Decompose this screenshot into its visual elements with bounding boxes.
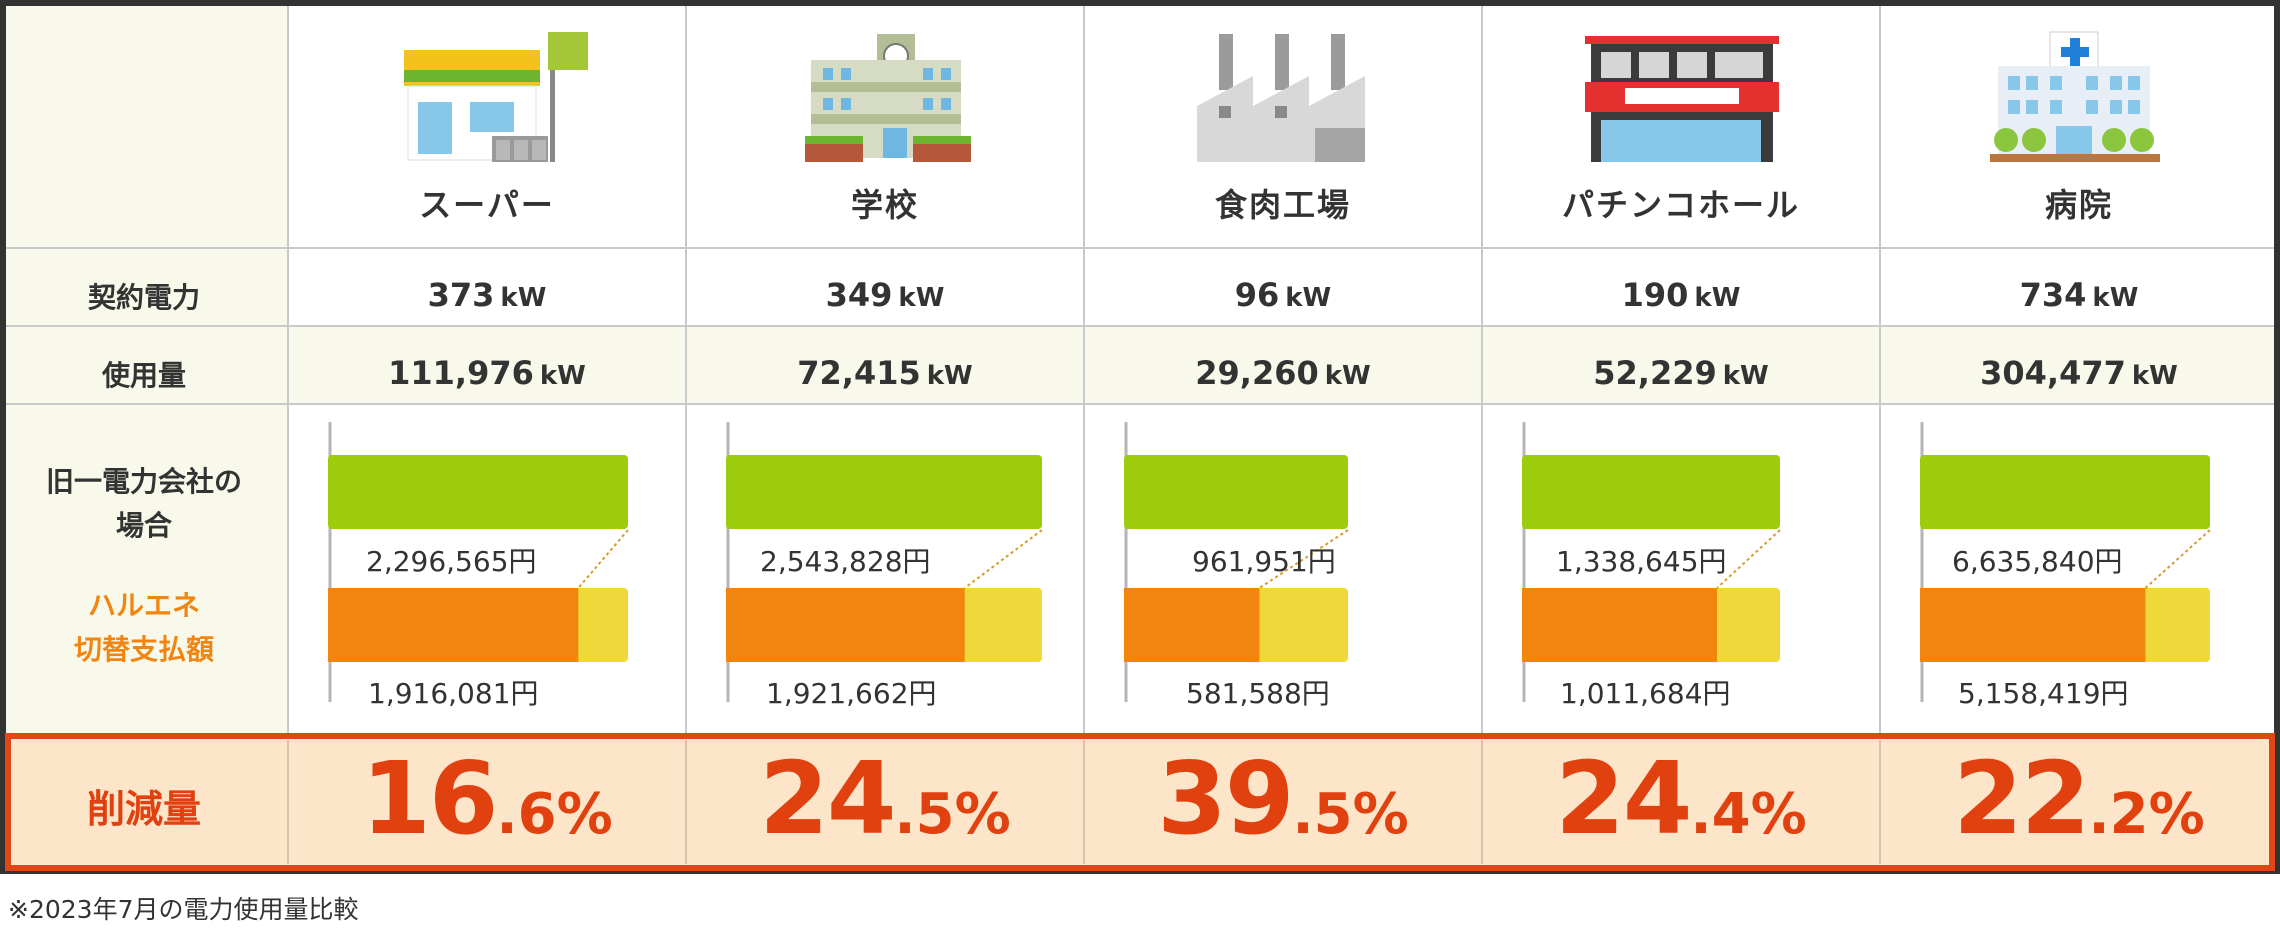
usage-value: 304,477 kW — [1980, 354, 2178, 392]
category-label: 学校 — [850, 186, 919, 224]
reduction-row — [5, 733, 2275, 871]
row-label-old-line1: 旧一電力会社の — [45, 465, 242, 498]
usage-value: 72,415 kW — [797, 354, 973, 392]
contract-value: 190 kW — [1621, 276, 1741, 314]
old-amount-label: 2,296,565円 — [366, 545, 537, 578]
footnote: ※2023年7月の電力使用量比較 — [8, 895, 359, 924]
bar-connector — [577, 529, 629, 589]
column-header-hospital: 病院 — [1880, 0, 2278, 248]
row-label-new-line1: ハルエネ — [87, 589, 200, 622]
row-label-new-line2: 切替支払額 — [73, 633, 214, 666]
contract-value: 349 kW — [825, 276, 945, 314]
usage-row — [6, 326, 2274, 404]
supermarket-icon — [404, 32, 588, 162]
column-header-school: 学校 — [686, 0, 1084, 248]
category-label: 食肉工場 — [1214, 186, 1351, 224]
new-amount-label: 581,588円 — [1186, 677, 1330, 710]
contract-value: 96 kW — [1234, 276, 1332, 314]
bar-connector — [964, 529, 1043, 589]
contract-value: 734 kW — [2019, 276, 2139, 314]
old-amount-label: 961,951円 — [1192, 545, 1336, 578]
factory-icon — [1197, 34, 1365, 162]
new-amount-label: 1,011,684円 — [1560, 677, 1731, 710]
bar-connector — [2144, 529, 2211, 589]
payment-label-cell — [6, 404, 288, 734]
bar-new — [1124, 588, 1260, 662]
row-label-old-line2: 場合 — [115, 509, 172, 542]
hospital-icon — [1990, 31, 2160, 162]
contract-label-cell — [6, 248, 288, 326]
bar-old — [1920, 455, 2210, 529]
reduction-percent: 39.5% — [1157, 740, 1409, 857]
bar-old — [726, 455, 1042, 529]
reduction-percent: 24.4% — [1555, 740, 1807, 857]
reduction-percent: 16.6% — [361, 740, 613, 857]
bar-new — [328, 588, 579, 662]
pachinko-hall-icon — [1585, 36, 1779, 162]
reduction-percent: 24.5% — [759, 740, 1011, 857]
reduction-percent: 22.2% — [1953, 740, 2205, 857]
old-amount-label: 6,635,840円 — [1952, 545, 2123, 578]
column-header-factory: 食肉工場 — [1084, 0, 1482, 248]
category-label: スーパー — [419, 186, 555, 224]
bar-connector — [1716, 529, 1781, 589]
row-label-reduction: 削減量 — [86, 787, 201, 831]
new-amount-label: 1,916,081円 — [368, 677, 539, 710]
category-label: 病院 — [2044, 186, 2113, 224]
bar-old — [328, 455, 628, 529]
old-amount-label: 1,338,645円 — [1556, 545, 1727, 578]
new-amount-label: 5,158,419円 — [1958, 677, 2129, 710]
old-amount-label: 2,543,828円 — [760, 545, 931, 578]
row-label-new: ハルエネ 切替支払額 — [0, 584, 288, 672]
usage-value: 111,976 kW — [388, 354, 586, 392]
bar-old — [1124, 455, 1348, 529]
usage-value: 29,260 kW — [1195, 354, 1371, 392]
new-amount-label: 1,921,662円 — [766, 677, 937, 710]
table-frame — [0, 0, 2280, 874]
contract-value: 373 kW — [427, 276, 547, 314]
column-header-pachinko: パチンコホール — [1482, 0, 1880, 248]
school-icon — [805, 34, 971, 162]
column-header-supermarket: スーパー — [288, 0, 686, 248]
bar-new — [726, 588, 965, 662]
row-label-usage: 使用量 — [101, 359, 186, 392]
bar-new — [1920, 588, 2146, 662]
bars-layer — [328, 422, 2211, 702]
corner-cell — [6, 6, 288, 248]
usage-value: 52,229 kW — [1593, 354, 1769, 392]
bar-old — [1522, 455, 1780, 529]
row-label-old: 旧一電力会社の 場合 — [0, 460, 288, 548]
row-label-contract: 契約電力 — [87, 281, 200, 314]
bar-new — [1522, 588, 1717, 662]
category-label: パチンコホール — [1561, 186, 1800, 224]
